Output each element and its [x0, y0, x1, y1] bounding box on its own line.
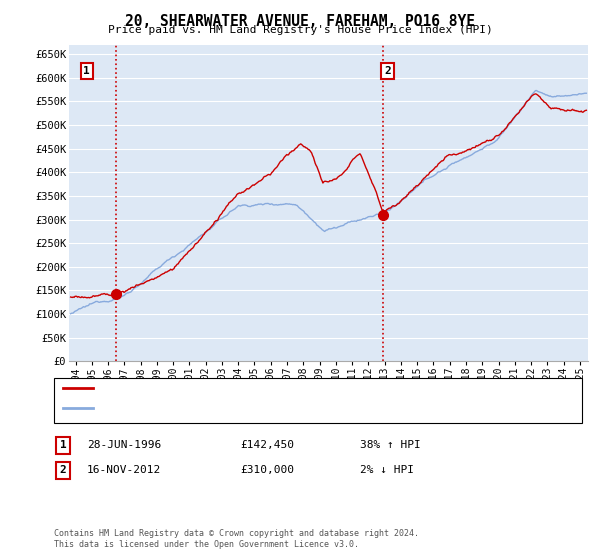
- Text: 1: 1: [83, 66, 90, 76]
- Text: 2: 2: [59, 465, 67, 475]
- Text: £310,000: £310,000: [240, 465, 294, 475]
- Text: 38% ↑ HPI: 38% ↑ HPI: [360, 440, 421, 450]
- Text: 20, SHEARWATER AVENUE, FAREHAM, PO16 8YE: 20, SHEARWATER AVENUE, FAREHAM, PO16 8YE: [125, 14, 475, 29]
- Text: 2% ↓ HPI: 2% ↓ HPI: [360, 465, 414, 475]
- Text: 16-NOV-2012: 16-NOV-2012: [87, 465, 161, 475]
- Text: 2: 2: [384, 66, 391, 76]
- Text: 28-JUN-1996: 28-JUN-1996: [87, 440, 161, 450]
- Text: Contains HM Land Registry data © Crown copyright and database right 2024.
This d: Contains HM Land Registry data © Crown c…: [54, 529, 419, 549]
- Text: HPI: Average price, detached house, Fareham: HPI: Average price, detached house, Fare…: [99, 403, 368, 413]
- Text: 1: 1: [59, 440, 67, 450]
- Text: £142,450: £142,450: [240, 440, 294, 450]
- Text: Price paid vs. HM Land Registry's House Price Index (HPI): Price paid vs. HM Land Registry's House …: [107, 25, 493, 35]
- Text: 20, SHEARWATER AVENUE, FAREHAM, PO16 8YE (detached house): 20, SHEARWATER AVENUE, FAREHAM, PO16 8YE…: [99, 382, 455, 393]
